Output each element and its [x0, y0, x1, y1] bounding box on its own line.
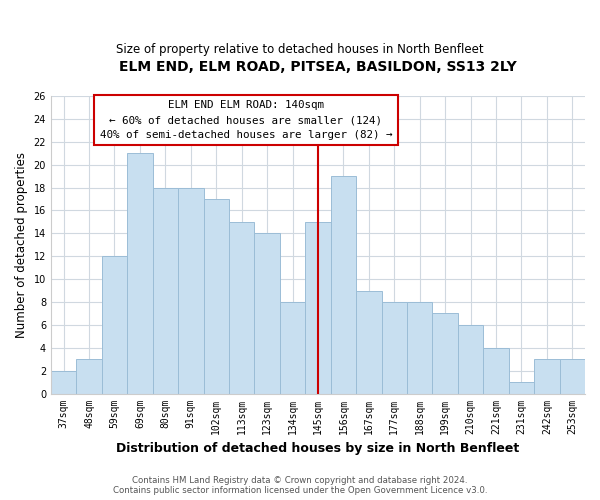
Bar [534, 359, 560, 394]
Bar [229, 222, 254, 394]
Bar [509, 382, 534, 394]
Bar [433, 314, 458, 394]
Bar [254, 234, 280, 394]
Bar [280, 302, 305, 394]
X-axis label: Distribution of detached houses by size in North Benfleet: Distribution of detached houses by size … [116, 442, 520, 455]
Title: ELM END, ELM ROAD, PITSEA, BASILDON, SS13 2LY: ELM END, ELM ROAD, PITSEA, BASILDON, SS1… [119, 60, 517, 74]
Bar [51, 370, 76, 394]
Text: Contains HM Land Registry data © Crown copyright and database right 2024.
Contai: Contains HM Land Registry data © Crown c… [113, 476, 487, 495]
Bar [407, 302, 433, 394]
Bar [382, 302, 407, 394]
Bar [152, 188, 178, 394]
Bar [127, 153, 152, 394]
Bar [356, 290, 382, 394]
Bar [458, 325, 483, 394]
Bar [331, 176, 356, 394]
Bar [203, 199, 229, 394]
Bar [305, 222, 331, 394]
Bar [76, 359, 102, 394]
Bar [102, 256, 127, 394]
Text: Size of property relative to detached houses in North Benfleet: Size of property relative to detached ho… [116, 42, 484, 56]
Bar [483, 348, 509, 394]
Bar [178, 188, 203, 394]
Y-axis label: Number of detached properties: Number of detached properties [15, 152, 28, 338]
Text: ELM END ELM ROAD: 140sqm
← 60% of detached houses are smaller (124)
40% of semi-: ELM END ELM ROAD: 140sqm ← 60% of detach… [100, 100, 392, 140]
Bar [560, 359, 585, 394]
